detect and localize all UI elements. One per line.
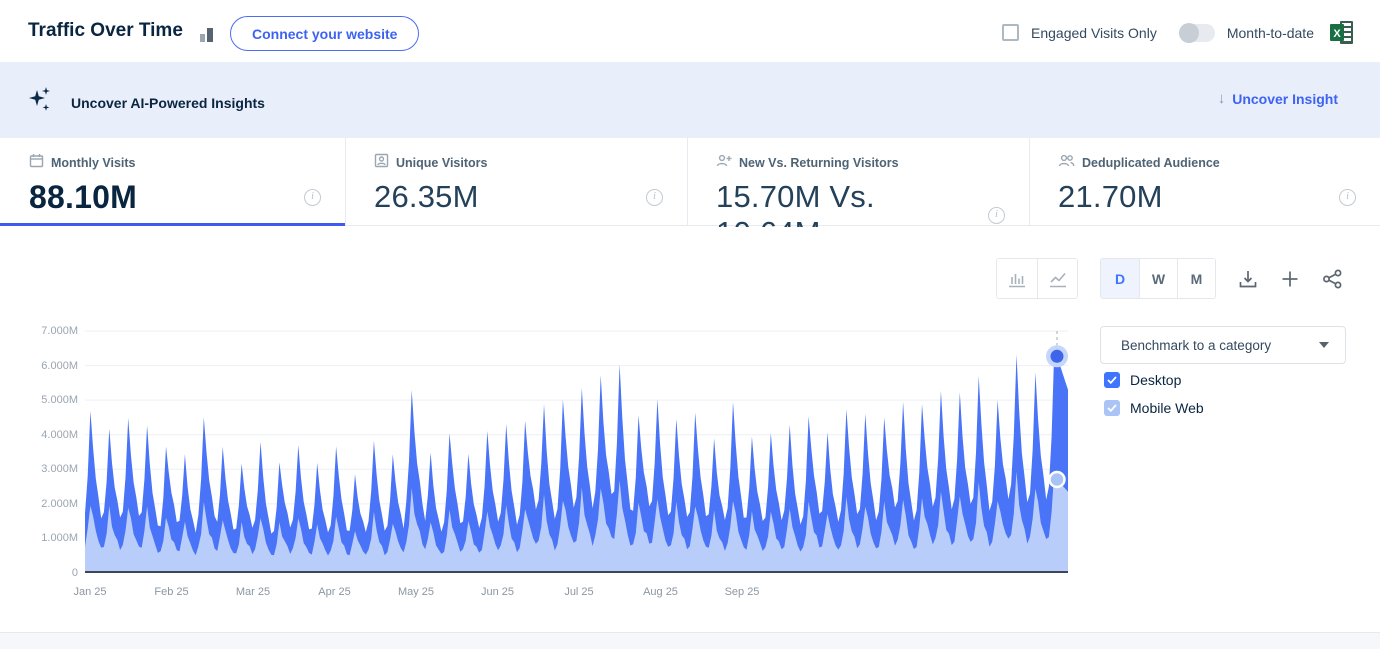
granularity-daily-button[interactable]: D	[1101, 259, 1139, 298]
x-tick-label: Mar 25	[222, 586, 284, 598]
metric-card-monthly-visits[interactable]: Monthly Visits 88.10M i	[0, 138, 345, 226]
metric-cards-row: Monthly Visits 88.10M i Unique Visitors …	[0, 138, 1380, 226]
legend-item-mobile-web[interactable]: Mobile Web	[1104, 400, 1204, 416]
x-tick-label: Jun 25	[467, 586, 529, 598]
info-icon[interactable]: i	[646, 189, 663, 206]
legend-item-desktop[interactable]: Desktop	[1104, 372, 1181, 388]
benchmark-category-dropdown[interactable]: Benchmark to a category	[1100, 326, 1346, 364]
mobile-web-checkbox[interactable]	[1104, 400, 1120, 416]
traffic-over-time-page: Traffic Over Time Connect your website E…	[0, 0, 1380, 649]
metric-value: 26.35M	[374, 179, 479, 215]
divider	[687, 138, 688, 225]
x-tick-label: Sep 25	[711, 586, 773, 598]
y-tick-label: 2.000M	[26, 498, 78, 510]
down-arrow-icon: ↓	[1218, 90, 1226, 107]
sparkles-icon	[28, 86, 54, 119]
info-icon[interactable]: i	[1339, 189, 1356, 206]
metric-card-new-vs-returning[interactable]: New Vs. Returning Visitors 15.70M Vs. 10…	[687, 138, 1029, 226]
y-tick-label: 0	[26, 567, 78, 579]
info-icon[interactable]: i	[988, 207, 1005, 224]
toggle-knob	[1179, 23, 1199, 43]
total-point-marker	[1051, 350, 1064, 363]
granularity-switcher: D W M	[1100, 258, 1216, 299]
month-to-date-toggle[interactable]	[1179, 24, 1215, 42]
y-tick-label: 3.000M	[26, 463, 78, 475]
page-title: Traffic Over Time	[28, 20, 183, 42]
banner-text: Uncover AI-Powered Insights	[71, 95, 265, 111]
x-tick-label: Feb 25	[141, 586, 203, 598]
metric-label: Deduplicated Audience	[1082, 156, 1220, 170]
x-tick-label: May 25	[385, 586, 447, 598]
svg-text:X: X	[1333, 28, 1341, 40]
metric-value: 21.70M	[1058, 179, 1163, 215]
engaged-visits-checkbox[interactable]	[1002, 24, 1019, 41]
bar-chart-mini-icon	[200, 26, 218, 42]
mobile-point-marker	[1050, 472, 1065, 487]
desktop-checkbox[interactable]	[1104, 372, 1120, 388]
chevron-down-icon	[1319, 342, 1329, 348]
divider	[1029, 138, 1030, 225]
metric-card-deduplicated-audience[interactable]: Deduplicated Audience 21.70M i	[1029, 138, 1380, 226]
page-footer-strip	[0, 632, 1380, 649]
connect-website-button[interactable]: Connect your website	[230, 16, 419, 51]
download-icon[interactable]	[1238, 269, 1258, 289]
metric-value: 88.10M	[29, 179, 137, 216]
metric-card-unique-visitors[interactable]: Unique Visitors 26.35M i	[345, 138, 687, 226]
y-tick-label: 6.000M	[26, 360, 78, 372]
y-tick-label: 5.000M	[26, 394, 78, 406]
x-tick-label: Jan 25	[59, 586, 121, 598]
chart-toolbar: D W M	[996, 258, 1343, 299]
line-chart-icon[interactable]	[1037, 259, 1077, 298]
header: Traffic Over Time Connect your website E…	[0, 0, 1380, 62]
person-add-icon	[716, 153, 732, 173]
plus-icon[interactable]	[1280, 269, 1300, 289]
info-icon[interactable]: i	[304, 189, 321, 206]
granularity-monthly-button[interactable]: M	[1177, 259, 1215, 298]
traffic-area-chart[interactable]	[85, 331, 1068, 573]
metric-label: Monthly Visits	[51, 156, 136, 170]
engaged-visits-label: Engaged Visits Only	[1031, 25, 1157, 41]
share-icon[interactable]	[1322, 269, 1343, 289]
y-tick-label: 4.000M	[26, 429, 78, 441]
y-tick-label: 1.000M	[26, 532, 78, 544]
people-icon	[1058, 153, 1075, 173]
divider	[345, 138, 346, 225]
x-tick-label: Apr 25	[304, 586, 366, 598]
ai-insights-banner: Uncover AI-Powered Insights ↓ Uncover In…	[0, 62, 1380, 138]
granularity-weekly-button[interactable]: W	[1139, 259, 1177, 298]
y-tick-label: 7.000M	[26, 325, 78, 337]
metric-label: Unique Visitors	[396, 156, 487, 170]
x-tick-label: Jul 25	[548, 586, 610, 598]
calendar-icon	[29, 153, 44, 173]
month-to-date-label: Month-to-date	[1227, 25, 1314, 41]
chart-section: D W M	[0, 227, 1380, 632]
uncover-insight-link[interactable]: ↓ Uncover Insight	[1218, 90, 1338, 107]
excel-export-icon[interactable]: X	[1330, 21, 1354, 44]
bar-chart-icon[interactable]	[997, 259, 1037, 298]
x-tick-label: Aug 25	[630, 586, 692, 598]
metric-label: New Vs. Returning Visitors	[739, 156, 899, 170]
unique-visitor-icon	[374, 153, 389, 173]
